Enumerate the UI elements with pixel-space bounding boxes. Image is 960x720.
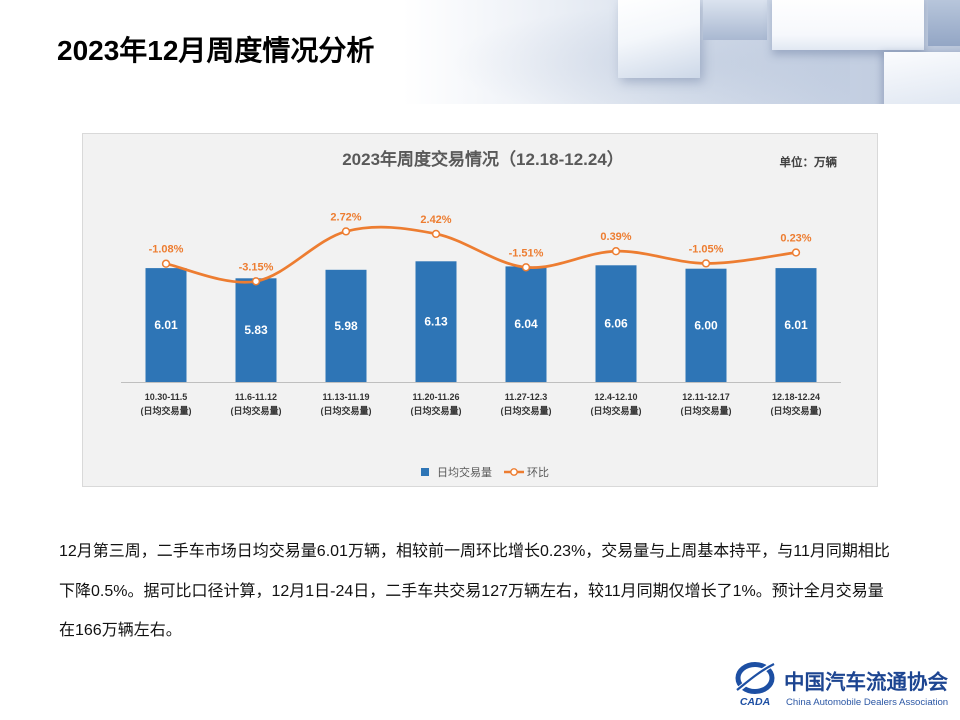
legend-line-marker <box>510 468 518 476</box>
x-tick-note-6: (日均交易量) <box>591 405 642 416</box>
header-cube-decoration <box>884 52 960 104</box>
x-tick-label-6: 12.4-12.10 <box>594 392 637 402</box>
line-point-7 <box>701 259 711 268</box>
bar-5 <box>505 266 547 382</box>
legend-bar-label: 日均交易量 <box>437 465 492 479</box>
bar-7 <box>685 268 727 382</box>
chart-title: 2023年周度交易情况（12.18-12.24） <box>342 149 624 169</box>
line-point-8 <box>791 248 801 257</box>
x-axis-labels: 10.30-11.5 (日均交易量) 11.6-11.12 (日均交易量) 11.13-… <box>141 392 822 416</box>
bar-4 <box>415 261 457 382</box>
header-banner <box>0 0 960 104</box>
logo-name-english: China Automobile Dealers Association <box>786 697 949 708</box>
header-cube-decoration <box>703 0 767 40</box>
line-point-2 <box>251 277 261 286</box>
x-tick-note-5: (日均交易量) <box>501 405 552 416</box>
line-value-label-7: -1.05% <box>689 243 724 255</box>
x-tick-label-5: 11.27-12.3 <box>505 392 548 402</box>
line-value-label-6: 0.39% <box>600 231 631 243</box>
slide-title: 2023年12月周度情况分析 <box>57 35 375 66</box>
line-point-5 <box>521 263 531 272</box>
line-value-label-8: 0.23% <box>780 233 811 245</box>
bar-value-label-2: 5.83 <box>244 323 268 337</box>
line-markers <box>161 227 801 286</box>
line-point-6 <box>611 247 621 256</box>
line-value-label-5: -1.51% <box>509 247 544 259</box>
chart-panel: 2023年周度交易情况（12.18-12.24） 单位：万辆 6.01 5.83 5… <box>82 133 878 487</box>
logo-name-chinese: 中国汽车流通协会 <box>784 670 948 694</box>
x-tick-note-3: (日均交易量) <box>321 405 372 416</box>
x-tick-label-3: 11.13-11.19 <box>322 392 369 402</box>
bar-value-label-7: 6.00 <box>694 318 718 332</box>
line-point-4 <box>431 229 441 239</box>
line-value-label-1: -1.08% <box>149 244 184 256</box>
mom-line-series <box>164 225 798 284</box>
bar-value-label-4: 6.13 <box>424 315 448 329</box>
header-cube-decoration <box>618 0 700 78</box>
x-tick-note-4: (日均交易量) <box>411 405 462 416</box>
bar-6 <box>595 265 637 382</box>
x-tick-label-7: 12.11-12.17 <box>682 392 730 402</box>
x-tick-note-2: (日均交易量) <box>231 405 282 416</box>
x-tick-label-2: 11.6-11.12 <box>235 392 277 402</box>
header-cube-decoration <box>772 0 924 50</box>
chart-legend: 日均交易量 环比 <box>421 465 549 479</box>
line-value-label-3: 2.72% <box>330 211 361 223</box>
paragraph-line: 在166万辆左右。 <box>59 622 182 639</box>
combo-chart: 2023年周度交易情况（12.18-12.24） 单位：万辆 6.01 5.83 5… <box>121 149 841 479</box>
bar-value-label-8: 6.01 <box>784 318 808 332</box>
bar-3 <box>325 269 367 382</box>
bar-2 <box>235 278 277 382</box>
bar-value-labels: 6.01 5.83 5.98 6.13 6.04 6.06 6.00 6.01 <box>154 315 808 338</box>
line-point-3 <box>341 227 351 236</box>
paragraph-line: 12月第三周，二手车市场日均交易量6.01万辆，相较前一周环比增长0.23%，交… <box>59 543 890 560</box>
bar-value-label-1: 6.01 <box>154 318 178 332</box>
x-tick-note-1: (日均交易量) <box>141 405 192 416</box>
cada-logo-icon: CADA <box>733 659 778 708</box>
line-value-label-4: 2.42% <box>420 214 451 226</box>
bar-value-label-5: 6.04 <box>514 317 538 331</box>
x-tick-label-4: 11.20-11.26 <box>412 392 459 402</box>
header-cube-decoration <box>928 0 960 46</box>
legend-line-label: 环比 <box>527 466 549 479</box>
x-tick-note-8: (日均交易量) <box>771 405 822 416</box>
line-point-1 <box>161 259 171 268</box>
legend-bar-swatch <box>421 468 429 476</box>
logo-swoosh <box>736 663 775 691</box>
line-value-label-2: -3.15% <box>239 261 274 273</box>
x-tick-label-1: 10.30-11.5 <box>145 392 188 402</box>
chart-unit-label: 单位：万辆 <box>780 155 838 169</box>
bar-value-label-6: 6.06 <box>604 317 628 331</box>
logo-mark-text: CADA <box>740 696 770 708</box>
x-tick-label-8: 12.18-12.24 <box>772 392 820 402</box>
logo-ring <box>735 662 775 694</box>
bar-series <box>145 261 817 382</box>
analysis-paragraph: 12月第三周，二手车市场日均交易量6.01万辆，相较前一周环比增长0.23%，交… <box>59 532 890 651</box>
line-value-labels: -1.08% -3.15% 2.72% 2.42% -1.51% 0.39% -1.05% 0… <box>149 211 812 273</box>
bar-value-label-3: 5.98 <box>334 319 358 333</box>
x-tick-note-7: (日均交易量) <box>681 405 732 416</box>
bar-1 <box>145 268 187 382</box>
bar-8 <box>775 268 817 382</box>
paragraph-line: 下降0.5%。据可比口径计算，12月1日-24日，二手车共交易127万辆左右，较… <box>59 582 884 600</box>
